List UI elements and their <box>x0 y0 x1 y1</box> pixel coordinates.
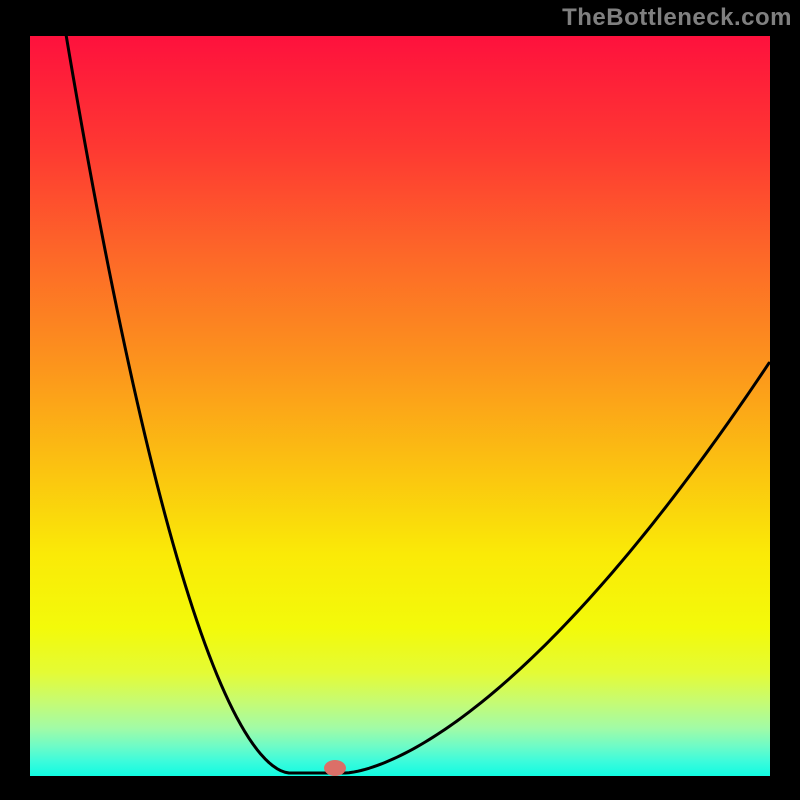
bottleneck-chart <box>0 0 800 800</box>
plot-background <box>30 36 770 776</box>
watermark-text: TheBottleneck.com <box>562 4 792 32</box>
optimal-point-marker <box>324 760 346 776</box>
